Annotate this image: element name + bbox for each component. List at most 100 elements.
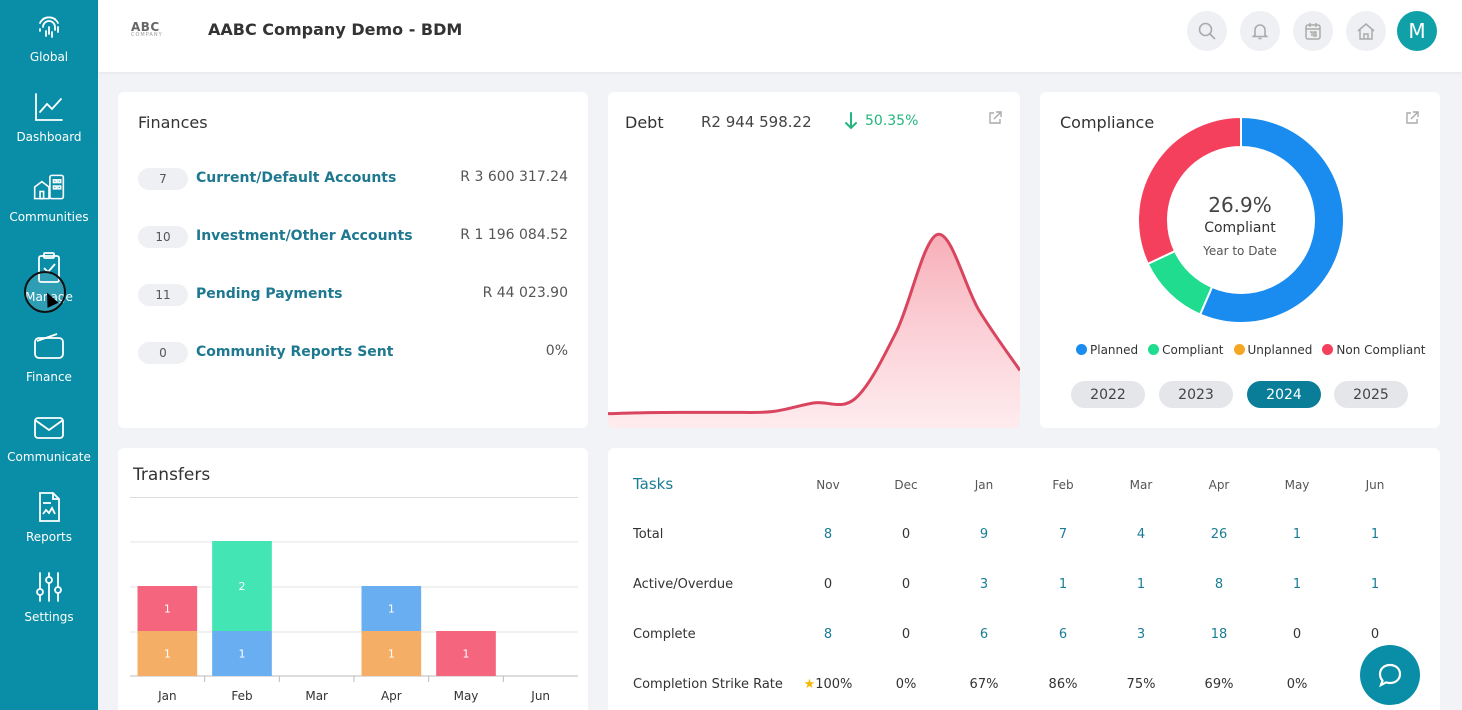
tasks-cell[interactable]: 4: [1136, 527, 1146, 542]
transfer-bar[interactable]: [137, 631, 198, 676]
sidebar-item-finance[interactable]: Finance: [0, 322, 98, 402]
tasks-cell: ★100%: [803, 677, 853, 692]
finance-amount: 0%: [545, 343, 568, 359]
finance-row-pending[interactable]: 11 Pending Payments R 44 023.90: [138, 284, 568, 308]
sidebar: Global Dashboard Communities Manage Fina…: [0, 0, 98, 710]
transfer-bar[interactable]: [212, 631, 272, 676]
finances-card: Finances 7 Current/Default Accounts R 3 …: [118, 92, 588, 428]
sidebar-item-label: Communities: [9, 210, 89, 224]
sidebar-item-communicate[interactable]: Communicate: [0, 402, 98, 482]
company-name: AABC Company Demo - BDM: [208, 20, 463, 39]
x-tick-label: Mar: [305, 689, 328, 703]
fingerprint-icon: [39, 16, 59, 38]
debt-card: Debt R2 944 598.22 50.35%: [608, 92, 1020, 428]
donut-slice-planned[interactable]: [1198, 115, 1345, 324]
tasks-cell[interactable]: 18: [1210, 627, 1228, 642]
year-2022-button[interactable]: 2022: [1071, 381, 1145, 408]
tasks-cell[interactable]: 3: [1136, 627, 1146, 642]
tasks-cell[interactable]: 1: [1370, 527, 1380, 542]
home-button[interactable]: [1346, 11, 1386, 51]
tasks-cell: 86%: [1048, 677, 1078, 692]
tasks-cell[interactable]: 3: [979, 577, 989, 592]
tasks-card: Tasks Nov Dec Jan Feb Mar Apr May Jun Total 8 0 9 7 4…: [608, 448, 1440, 710]
donut-slice-non-compliant[interactable]: [1137, 115, 1242, 266]
legend-item[interactable]: Compliant: [1148, 343, 1224, 357]
transfer-bar[interactable]: [137, 586, 198, 631]
tasks-cell: 0: [901, 577, 911, 592]
tasks-cell[interactable]: 26: [1210, 527, 1228, 542]
legend-item[interactable]: Planned: [1076, 343, 1138, 357]
transfer-bar[interactable]: [436, 631, 496, 676]
finance-row-investment[interactable]: 10 Investment/Other Accounts R 1 196 084…: [138, 226, 568, 250]
tasks-cell[interactable]: 1: [1058, 577, 1068, 592]
sliders-icon: [36, 572, 62, 602]
top-header: ABC COMPANY AABC Company Demo - BDM M: [98, 0, 1462, 72]
finance-link[interactable]: Community Reports Sent: [196, 344, 394, 360]
star-icon: ★: [803, 677, 816, 692]
bar-value-label: 1: [164, 648, 171, 661]
x-tick-label: Jun: [530, 689, 550, 703]
tasks-month-header: Dec: [894, 478, 918, 492]
transfer-bar[interactable]: [361, 586, 422, 631]
debt-change: 50.35%: [865, 113, 919, 129]
tasks-cell: 0%: [895, 677, 917, 692]
tasks-cell[interactable]: 8: [823, 627, 833, 642]
divider: [130, 497, 578, 498]
finance-link[interactable]: Pending Payments: [196, 286, 343, 302]
tasks-cell[interactable]: 1: [1370, 577, 1380, 592]
tasks-month-header: May: [1284, 478, 1310, 492]
sidebar-item-label: Dashboard: [16, 130, 82, 144]
sidebar-item-label: Reports: [25, 530, 73, 544]
sidebar-item-dashboard[interactable]: Dashboard: [0, 82, 98, 162]
home-icon: [1357, 23, 1375, 40]
calendar-button[interactable]: [1293, 11, 1333, 51]
transfer-bar[interactable]: [361, 631, 422, 676]
tasks-cell[interactable]: 8: [1214, 577, 1224, 592]
tasks-cell[interactable]: 1: [1136, 577, 1146, 592]
tasks-cell[interactable]: 6: [1058, 627, 1068, 642]
donut-slice-compliant[interactable]: [1146, 249, 1214, 316]
transfers-bar-chart: 1 1 Jan 1 2 Feb Mar 1 1 Apr 1 May Jun: [130, 541, 578, 703]
bar-value-label: 1: [388, 648, 395, 661]
legend-item[interactable]: Unplanned: [1233, 343, 1312, 357]
chat-bubble-icon: [1378, 663, 1402, 688]
finance-link[interactable]: Investment/Other Accounts: [196, 228, 413, 244]
finance-link[interactable]: Current/Default Accounts: [196, 170, 397, 186]
tasks-cell: 0: [901, 527, 911, 542]
year-2025-button[interactable]: 2025: [1334, 381, 1408, 408]
external-link-icon[interactable]: [1404, 110, 1420, 126]
finance-row-reports[interactable]: 0 Community Reports Sent 0%: [138, 342, 568, 366]
tasks-cell[interactable]: 7: [1058, 527, 1068, 542]
finance-amount: R 1 196 084.52: [460, 227, 568, 243]
tasks-cell[interactable]: 8: [823, 527, 833, 542]
bar-value-label: 2: [239, 580, 246, 593]
tasks-cell: 0%: [1286, 677, 1308, 692]
legend-item[interactable]: Non Compliant: [1322, 343, 1426, 357]
tasks-cell[interactable]: 1: [1292, 527, 1302, 542]
user-avatar[interactable]: M: [1397, 11, 1437, 51]
tasks-cell[interactable]: 9: [979, 527, 989, 542]
tasks-cell[interactable]: 6: [979, 627, 989, 642]
tasks-title[interactable]: Tasks: [633, 475, 674, 493]
tasks-row-label: Complete: [633, 627, 696, 642]
year-2024-button[interactable]: 2024: [1247, 381, 1321, 408]
transfer-bar[interactable]: [212, 541, 272, 631]
sidebar-item-settings[interactable]: Settings: [0, 562, 98, 642]
sidebar-item-reports[interactable]: Reports: [0, 482, 98, 562]
compliance-legend: Planned Compliant Unplanned Non Complian…: [1076, 343, 1426, 357]
envelope-icon: [34, 417, 64, 439]
finance-amount: R 44 023.90: [482, 285, 568, 301]
sidebar-item-communities[interactable]: Communities: [0, 162, 98, 242]
search-button[interactable]: [1187, 11, 1227, 51]
year-2023-button[interactable]: 2023: [1159, 381, 1233, 408]
compliance-sublabel: Year to Date: [1203, 244, 1277, 258]
sidebar-item-label: Settings: [24, 610, 74, 624]
sidebar-item-global[interactable]: Global: [0, 2, 98, 82]
tasks-cell[interactable]: 1: [1292, 577, 1302, 592]
chat-button[interactable]: [1360, 645, 1420, 705]
finance-row-current[interactable]: 7 Current/Default Accounts R 3 600 317.2…: [138, 168, 568, 192]
external-link-icon[interactable]: [987, 110, 1003, 126]
tasks-month-header: Mar: [1129, 478, 1153, 492]
report-icon: [39, 492, 60, 522]
notifications-button[interactable]: [1240, 11, 1280, 51]
